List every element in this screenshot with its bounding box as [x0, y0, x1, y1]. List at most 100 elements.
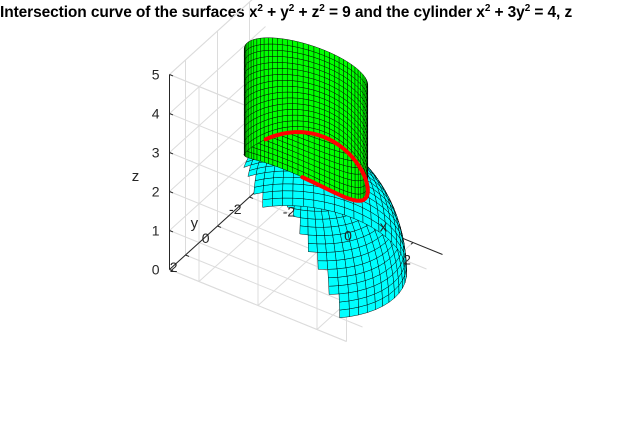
- cylinder-face: [292, 63, 299, 71]
- cylinder-face: [260, 50, 265, 58]
- cylinder-face: [287, 120, 293, 128]
- cylinder-face: [360, 186, 364, 195]
- cylinder-face: [357, 187, 362, 195]
- cylinder-face: [268, 80, 273, 89]
- cylinder-face: [272, 74, 278, 82]
- sphere-face: [316, 243, 327, 253]
- title-sup-3: 2: [319, 3, 325, 14]
- sphere-face: [338, 292, 350, 303]
- sphere-face: [384, 191, 392, 204]
- chart-title: Intersection curve of the surfaces x2 + …: [0, 4, 624, 32]
- z-tick-mark: [169, 152, 174, 155]
- sphere-face: [272, 183, 284, 192]
- cylinder-face: [282, 38, 288, 46]
- cylinder-face: [253, 64, 258, 73]
- cylinder-face: [292, 103, 299, 110]
- cylinder-face: [272, 56, 278, 63]
- cylinder-face: [272, 80, 278, 88]
- title-sup-1: 2: [257, 3, 263, 14]
- cylinder-face: [357, 180, 362, 188]
- sphere-face: [317, 252, 328, 262]
- cylinder-face: [272, 37, 278, 45]
- sphere-face: [300, 209, 309, 219]
- cylinder-face: [263, 50, 269, 58]
- sphere-face: [325, 243, 336, 253]
- cylinder-face: [256, 50, 261, 59]
- cylinder-face: [282, 74, 288, 81]
- cylinder-face: [292, 68, 299, 76]
- cylinder-face: [354, 167, 359, 175]
- cylinder-face: [248, 151, 252, 159]
- z-tick-label: 4: [152, 106, 160, 122]
- cylinder-face: [277, 50, 283, 57]
- cylinder-face: [272, 86, 278, 94]
- cylinder-face: [268, 49, 273, 57]
- cylinder-face: [272, 104, 278, 113]
- cylinder-face: [282, 44, 288, 52]
- cylinder-face: [287, 68, 293, 76]
- cylinder-face: [287, 45, 293, 53]
- cylinder-face: [354, 173, 359, 182]
- cylinder-face: [297, 86, 304, 94]
- cylinder-face: [302, 120, 309, 128]
- intersection-curve-line: [263, 130, 370, 203]
- cylinder-face: [277, 103, 283, 112]
- cylinder-face: [292, 74, 299, 82]
- x-tick-mark: [410, 242, 414, 245]
- cylinder-face: [297, 97, 304, 105]
- sphere-face: [327, 268, 339, 279]
- cylinder-face: [268, 74, 273, 82]
- z-tick-mark: [169, 113, 174, 116]
- cylinder-face: [287, 103, 293, 110]
- cylinder-face: [351, 173, 356, 181]
- x-tick-label: -2: [283, 204, 296, 220]
- cylinder-face: [297, 81, 304, 88]
- title-sup-5: 2: [524, 3, 531, 14]
- cylinder-face: [260, 75, 265, 84]
- cylinder-face: [263, 68, 269, 77]
- cylinder-face: [268, 56, 273, 64]
- cylinder-face: [282, 50, 288, 58]
- y-tick-label: 0: [202, 230, 210, 246]
- cylinder-face: [282, 121, 288, 129]
- cylinder-face: [246, 150, 250, 159]
- sphere-face: [338, 284, 349, 295]
- cylinder-face: [263, 75, 269, 83]
- cylinder-face: [260, 56, 265, 65]
- cylinder-face: [263, 37, 269, 45]
- x-tick-label: 0: [344, 228, 352, 244]
- intersection-curve: [263, 130, 370, 203]
- cylinder-face: [297, 120, 304, 127]
- sphere-face: [315, 226, 325, 236]
- cylinder-face: [347, 185, 352, 194]
- sphere-face: [326, 251, 337, 262]
- cylinder-face: [292, 40, 299, 48]
- title-sup-2: 2: [288, 3, 295, 14]
- title-part-3: + z: [294, 4, 320, 21]
- cylinder-face: [351, 166, 356, 175]
- cylinder-face: [277, 115, 283, 124]
- cylinder-face: [292, 120, 299, 127]
- cylinder-face: [302, 115, 309, 123]
- cylinder-face: [302, 42, 309, 51]
- cylinder-face: [297, 92, 304, 100]
- y-tick-label: -2: [229, 201, 242, 217]
- y-axis-label: y: [191, 215, 199, 232]
- cylinder-face: [268, 86, 273, 95]
- cylinder-face: [263, 56, 269, 64]
- title-part-2: + y: [262, 4, 289, 21]
- z-tick-mark: [169, 191, 174, 194]
- cylinder-face: [354, 187, 359, 195]
- cylinder-face: [287, 62, 293, 70]
- cylinder-face: [347, 172, 352, 181]
- sphere-face: [272, 190, 283, 199]
- cylinder-face: [277, 97, 283, 106]
- cylinder-face: [277, 56, 283, 63]
- cylinder-face: [347, 178, 352, 187]
- cylinder-face: [292, 91, 299, 99]
- cylinder-face: [263, 43, 269, 51]
- z-tick-mark: [169, 230, 174, 233]
- z-tick-label: 5: [152, 67, 160, 83]
- cylinder-face: [268, 68, 273, 76]
